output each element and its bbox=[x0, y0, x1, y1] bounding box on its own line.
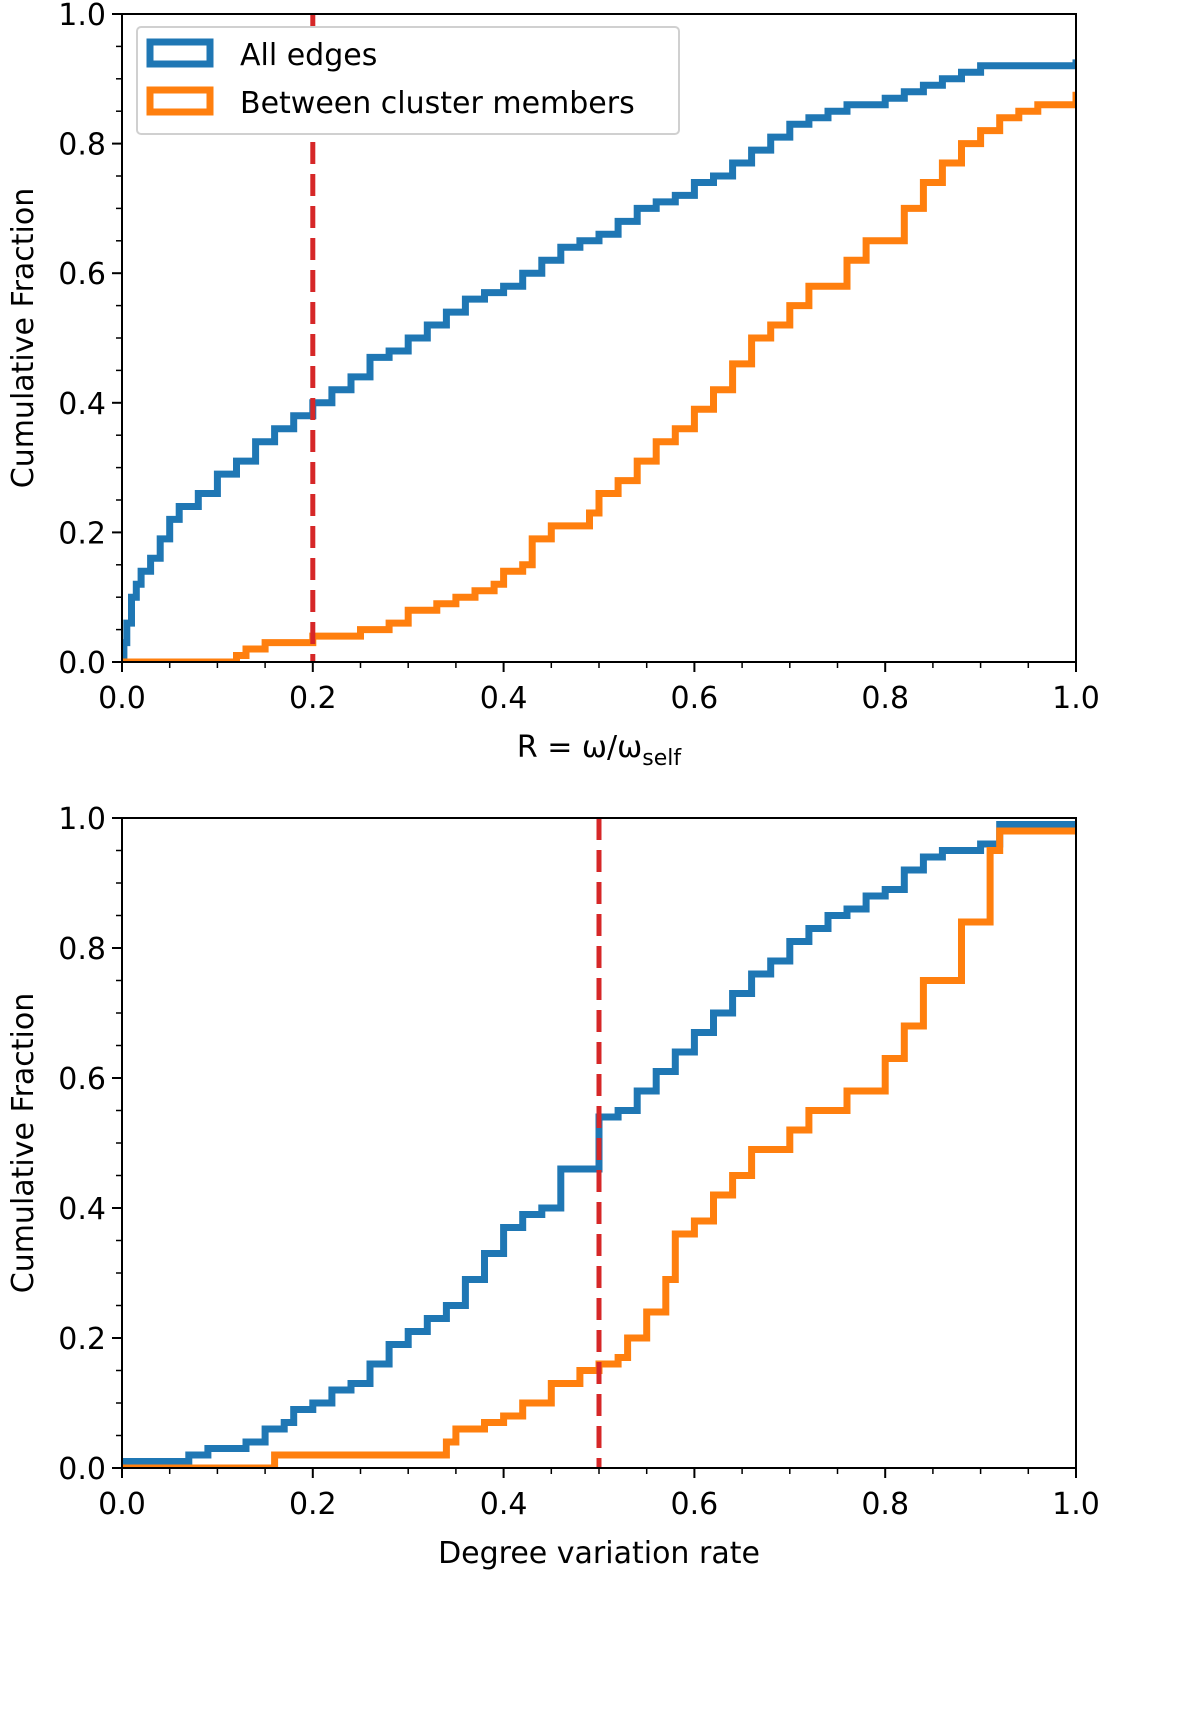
chart-top-ytick-label-4: 0.8 bbox=[58, 128, 106, 163]
legend-frame bbox=[136, 26, 680, 135]
chart-top-ytick-label-0: 0.0 bbox=[58, 646, 106, 681]
chart-top-xtick-label-2: 0.4 bbox=[480, 681, 528, 716]
legend-swatch-between-cluster-members bbox=[146, 86, 214, 116]
chart-bottom-ytick-label-1: 0.2 bbox=[58, 1322, 106, 1357]
chart-top-ylabel: Cumulative Fraction bbox=[6, 188, 41, 489]
chart-bottom-xtick-label-4: 0.8 bbox=[861, 1487, 909, 1522]
chart-top-xtick-label-1: 0.2 bbox=[289, 681, 337, 716]
chart-top-xtick-label-0: 0.0 bbox=[98, 681, 146, 716]
chart-top-xtick-label-3: 0.6 bbox=[671, 681, 719, 716]
chart-top-series-between-cluster-members bbox=[122, 91, 1076, 662]
chart-top-ticks: 0.0 0.2 0.4 0.6 0.8 1.0 0.0 0.2 0.4 0.6 0.8 1.0 bbox=[58, 0, 1100, 716]
chart-bottom-series-all-edges bbox=[122, 821, 1076, 1465]
chart-bottom-marks bbox=[122, 818, 1076, 1468]
chart-bottom-xtick-label-0: 0.0 bbox=[98, 1487, 146, 1522]
chart-bottom-plot-area bbox=[122, 818, 1076, 1468]
chart-top-ytick-label-2: 0.4 bbox=[58, 387, 106, 422]
legend-label-all-edges: All edges bbox=[240, 38, 377, 73]
chart-bottom-ticks: 0.0 0.2 0.4 0.6 0.8 1.0 0.0 0.2 0.4 0.6 0.8 1.0 bbox=[58, 802, 1100, 1522]
legend-swatch-all-edges bbox=[146, 38, 214, 68]
chart-bottom-xtick-label-1: 0.2 bbox=[289, 1487, 337, 1522]
chart-top-xlabel: R = ω/ωself bbox=[517, 730, 683, 771]
chart-top-xtick-label-5: 1.0 bbox=[1052, 681, 1100, 716]
chart-bottom-ytick-label-5: 1.0 bbox=[58, 802, 106, 837]
chart-bottom-ytick-label-4: 0.8 bbox=[58, 932, 106, 967]
chart-bottom: 0.0 0.2 0.4 0.6 0.8 1.0 0.0 0.2 0.4 0.6 0.8 1.0 Deg… bbox=[6, 802, 1100, 1571]
chart-top-series-all-edges bbox=[122, 59, 1076, 662]
chart-bottom-ytick-label-2: 0.4 bbox=[58, 1192, 106, 1227]
chart-bottom-ytick-label-0: 0.0 bbox=[58, 1452, 106, 1487]
chart-top-xlabel-subscript: self bbox=[642, 746, 682, 771]
chart-top-ytick-label-1: 0.2 bbox=[58, 516, 106, 551]
chart-top: 0.0 0.2 0.4 0.6 0.8 1.0 0.0 0.2 0.4 0.6 0.8 1.0 R =… bbox=[6, 0, 1100, 771]
chart-top-ytick-label-3: 0.6 bbox=[58, 257, 106, 292]
legend-label-between-cluster-members: Between cluster members bbox=[240, 86, 635, 121]
chart-top-ytick-label-5: 1.0 bbox=[58, 0, 106, 33]
chart-bottom-xtick-label-5: 1.0 bbox=[1052, 1487, 1100, 1522]
chart-bottom-ylabel: Cumulative Fraction bbox=[6, 993, 41, 1294]
chart-bottom-xlabel: Degree variation rate bbox=[438, 1536, 760, 1571]
chart-top-xlabel-main: R = ω/ω bbox=[517, 730, 642, 765]
chart-top-xtick-label-4: 0.8 bbox=[861, 681, 909, 716]
chart-bottom-ytick-label-3: 0.6 bbox=[58, 1062, 106, 1097]
chart-top-legend: All edges Between cluster members bbox=[136, 26, 680, 135]
chart-bottom-xtick-label-2: 0.4 bbox=[480, 1487, 528, 1522]
chart-bottom-xtick-label-3: 0.6 bbox=[671, 1487, 719, 1522]
chart-bottom-series-between-cluster-members bbox=[122, 827, 1076, 1468]
